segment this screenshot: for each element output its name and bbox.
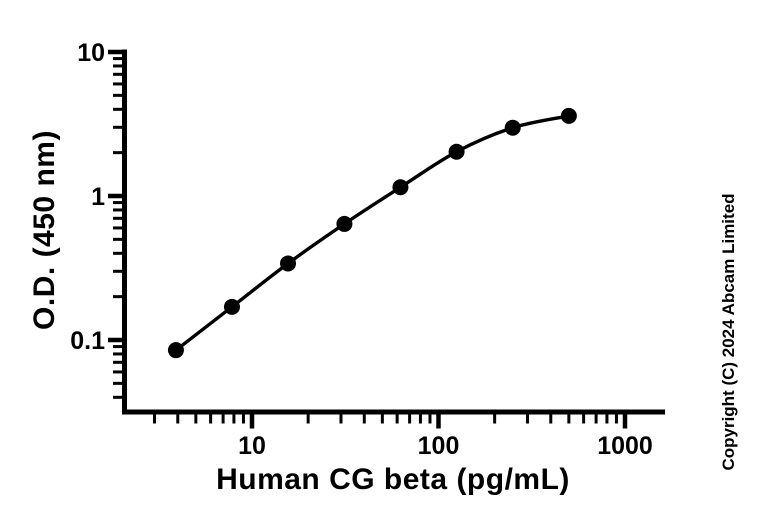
data-point xyxy=(223,298,240,315)
y-tick-label: 0.1 xyxy=(70,327,105,355)
data-point xyxy=(448,143,465,160)
data-point xyxy=(167,342,184,359)
copyright-text: Copyright (C) 2024 Abcam Limited xyxy=(719,193,738,471)
data-point xyxy=(560,107,577,124)
data-point xyxy=(504,119,521,136)
x-tick-label: 100 xyxy=(418,432,460,460)
y-tick-label: 1 xyxy=(91,183,105,211)
y-tick-label: 10 xyxy=(77,39,105,67)
standard-curve-line xyxy=(174,114,570,352)
data-point xyxy=(336,215,353,232)
x-tick-label: 1000 xyxy=(597,432,653,460)
data-point xyxy=(280,255,297,272)
y-axis-title: O.D. (450 nm) xyxy=(28,130,61,330)
data-point xyxy=(392,179,409,196)
x-axis-title: Human CG beta (pg/mL) xyxy=(216,463,570,496)
x-tick-label: 10 xyxy=(238,432,266,460)
